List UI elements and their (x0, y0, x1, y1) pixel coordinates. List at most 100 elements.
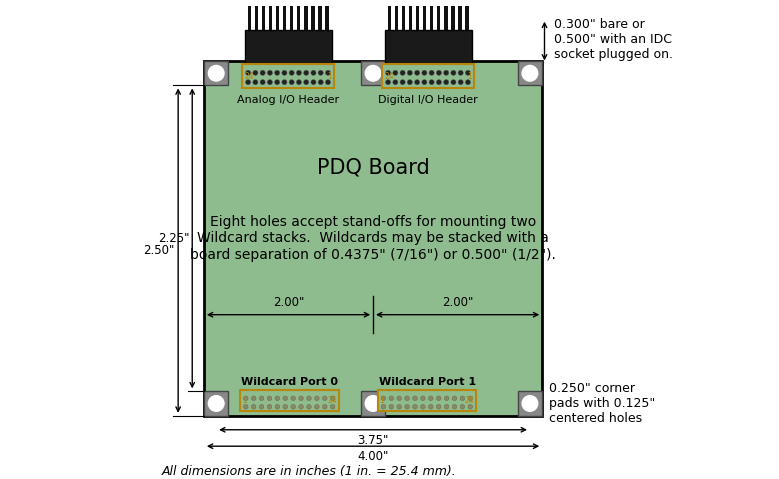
Text: All dimensions are in inches (1 in. = 25.4 mm).: All dimensions are in inches (1 in. = 25… (162, 465, 456, 478)
Bar (382, 64, 474, 88)
Bar (465, 6, 469, 30)
Circle shape (283, 404, 287, 409)
Circle shape (260, 80, 265, 85)
Circle shape (282, 70, 287, 75)
Circle shape (468, 404, 473, 409)
Text: 2.00": 2.00" (442, 296, 474, 309)
Text: Wildcard Port 1: Wildcard Port 1 (379, 377, 476, 388)
Circle shape (436, 404, 441, 409)
Circle shape (405, 396, 410, 400)
Bar (248, 6, 251, 30)
Circle shape (393, 80, 398, 85)
Circle shape (429, 80, 434, 85)
Bar (245, 30, 332, 63)
Text: Analog I/O Header: Analog I/O Header (238, 95, 340, 105)
Bar (290, 6, 294, 30)
Circle shape (458, 80, 464, 85)
Text: PDQ Board: PDQ Board (317, 158, 429, 177)
Circle shape (465, 80, 471, 85)
Circle shape (393, 70, 398, 75)
Text: 1: 1 (242, 396, 247, 405)
Bar (518, 61, 542, 85)
Text: 2.50": 2.50" (143, 244, 174, 257)
Text: 24: 24 (384, 71, 394, 80)
Circle shape (413, 396, 418, 400)
Bar (444, 6, 447, 30)
Circle shape (522, 66, 538, 81)
Circle shape (208, 396, 224, 411)
Circle shape (291, 396, 295, 400)
Circle shape (436, 80, 442, 85)
Circle shape (389, 404, 393, 409)
Circle shape (460, 396, 465, 400)
Circle shape (253, 80, 258, 85)
Circle shape (253, 70, 258, 75)
Circle shape (267, 396, 272, 400)
Bar (255, 6, 258, 30)
Circle shape (428, 404, 433, 409)
Circle shape (323, 404, 327, 409)
Circle shape (407, 70, 412, 75)
Circle shape (304, 80, 308, 85)
Circle shape (428, 396, 433, 400)
Circle shape (275, 396, 280, 400)
Text: 4.00": 4.00" (358, 450, 389, 463)
Bar (298, 6, 301, 30)
Circle shape (465, 70, 471, 75)
Bar (361, 61, 386, 85)
Bar (402, 6, 405, 30)
Circle shape (421, 80, 427, 85)
Circle shape (452, 396, 456, 400)
Bar (326, 6, 329, 30)
Text: Wildcard Port 0: Wildcard Port 0 (241, 377, 338, 388)
Circle shape (298, 404, 303, 409)
Circle shape (283, 396, 287, 400)
Circle shape (245, 80, 251, 85)
Bar (378, 390, 477, 411)
Circle shape (311, 70, 316, 75)
Bar (319, 6, 322, 30)
Circle shape (365, 396, 381, 411)
Circle shape (451, 80, 456, 85)
Text: 24: 24 (327, 396, 337, 405)
Bar (312, 6, 315, 30)
Circle shape (421, 404, 425, 409)
Circle shape (243, 404, 249, 409)
Circle shape (429, 70, 434, 75)
Bar (242, 64, 334, 88)
Text: 1: 1 (327, 71, 332, 80)
Bar (204, 61, 542, 416)
Circle shape (304, 70, 308, 75)
Circle shape (407, 80, 412, 85)
Circle shape (400, 70, 405, 75)
Bar (518, 391, 542, 416)
Circle shape (275, 404, 280, 409)
Circle shape (296, 80, 301, 85)
Text: 24: 24 (465, 396, 474, 405)
Circle shape (315, 404, 319, 409)
Circle shape (386, 80, 391, 85)
Text: 24: 24 (245, 71, 254, 80)
Circle shape (259, 396, 264, 400)
Circle shape (252, 396, 256, 400)
Text: 1: 1 (379, 396, 384, 405)
Circle shape (311, 80, 316, 85)
Text: 1: 1 (467, 71, 472, 80)
Circle shape (274, 80, 280, 85)
Circle shape (291, 404, 295, 409)
Circle shape (458, 70, 464, 75)
Bar (458, 6, 462, 30)
Circle shape (397, 404, 401, 409)
Circle shape (405, 404, 410, 409)
Circle shape (468, 396, 473, 400)
Bar (361, 391, 386, 416)
Circle shape (260, 70, 265, 75)
Circle shape (252, 404, 256, 409)
Circle shape (318, 80, 323, 85)
Bar (395, 6, 398, 30)
Circle shape (323, 396, 327, 400)
Circle shape (326, 70, 330, 75)
Circle shape (443, 70, 449, 75)
Bar (240, 390, 339, 411)
Text: Eight holes accept stand-offs for mounting two
Wildcard stacks.  Wildcards may b: Eight holes accept stand-offs for mounti… (190, 215, 556, 262)
